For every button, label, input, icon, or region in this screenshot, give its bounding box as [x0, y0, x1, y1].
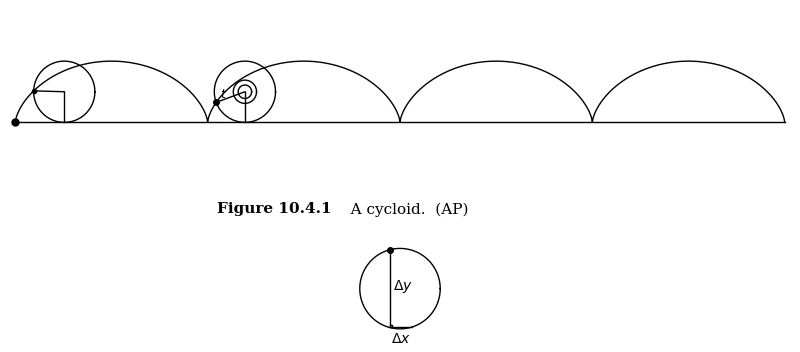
Text: $\Delta x$: $\Delta x$: [390, 332, 410, 346]
Text: A cycloid.  (AP): A cycloid. (AP): [336, 202, 469, 216]
Text: Figure 10.4.1: Figure 10.4.1: [218, 202, 332, 216]
Text: t: t: [220, 88, 225, 101]
Text: $\Delta y$: $\Delta y$: [393, 278, 413, 295]
